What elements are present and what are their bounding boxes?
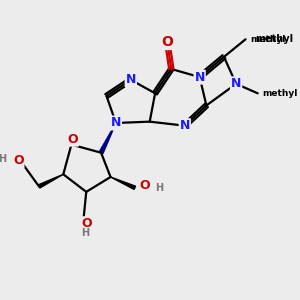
Text: N: N <box>111 116 121 130</box>
Polygon shape <box>38 174 63 188</box>
Polygon shape <box>99 123 116 154</box>
Text: H: H <box>0 154 7 164</box>
Text: N: N <box>194 70 205 84</box>
Text: N: N <box>126 73 136 86</box>
Text: H: H <box>81 228 89 238</box>
Text: O: O <box>140 179 150 192</box>
Text: methyl: methyl <box>262 89 298 98</box>
Text: methyl: methyl <box>255 34 293 44</box>
Text: O: O <box>81 217 92 230</box>
Text: N: N <box>231 77 241 90</box>
Text: O: O <box>161 35 173 49</box>
Text: N: N <box>180 119 190 132</box>
Text: methyl: methyl <box>250 35 286 44</box>
Text: H: H <box>155 183 163 193</box>
Text: O: O <box>68 133 78 146</box>
Text: O: O <box>13 154 23 167</box>
Polygon shape <box>110 177 136 189</box>
